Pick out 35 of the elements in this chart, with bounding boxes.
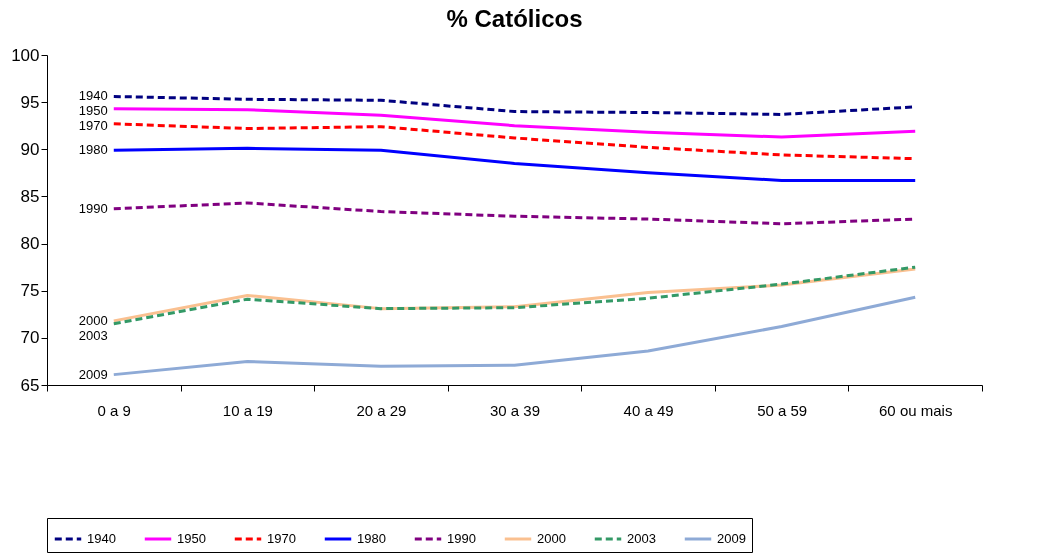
y-tick-label: 100 [11, 45, 40, 65]
y-tick-label: 80 [20, 234, 40, 254]
legend-label: 1980 [357, 531, 386, 546]
text: 2000 [78, 312, 108, 328]
text: 1940 [78, 88, 108, 104]
line-series [112, 295, 917, 377]
legend-label: 2009 [717, 531, 746, 546]
y-tick-label: 95 [20, 92, 40, 112]
legend-label: 2003 [627, 531, 656, 546]
x-tick-label: 40 a 49 [623, 401, 674, 419]
y-tick-label: 90 [20, 139, 40, 159]
text: 1980 [78, 142, 108, 158]
text: 1950 [78, 103, 108, 119]
y-tick-label: 65 [20, 375, 40, 395]
legend-label: 1940 [87, 531, 116, 546]
text: 1990 [78, 200, 108, 216]
line-series [112, 107, 917, 139]
x-tick-label: 10 a 19 [222, 401, 273, 419]
legend-label: 2000 [537, 531, 566, 546]
line-series [112, 146, 917, 182]
y-tick-label: 75 [20, 281, 40, 301]
legend-label: 1970 [267, 531, 296, 546]
text: 2009 [78, 366, 108, 382]
y-tick-label: 85 [20, 186, 40, 206]
chart-title: % Católicos [446, 5, 583, 32]
x-tick-label: 0 a 9 [97, 401, 131, 419]
text: 2003 [78, 327, 108, 343]
x-tick-label: 60 ou mais [879, 401, 953, 419]
x-tick-label: 50 a 59 [757, 401, 808, 419]
legend-label: 1950 [177, 531, 206, 546]
x-tick-label: 20 a 29 [356, 401, 407, 419]
y-tick-label: 70 [20, 328, 40, 348]
legend-label: 1990 [447, 531, 476, 546]
text: 1970 [78, 118, 108, 134]
x-tick-label: 30 a 39 [489, 401, 541, 419]
